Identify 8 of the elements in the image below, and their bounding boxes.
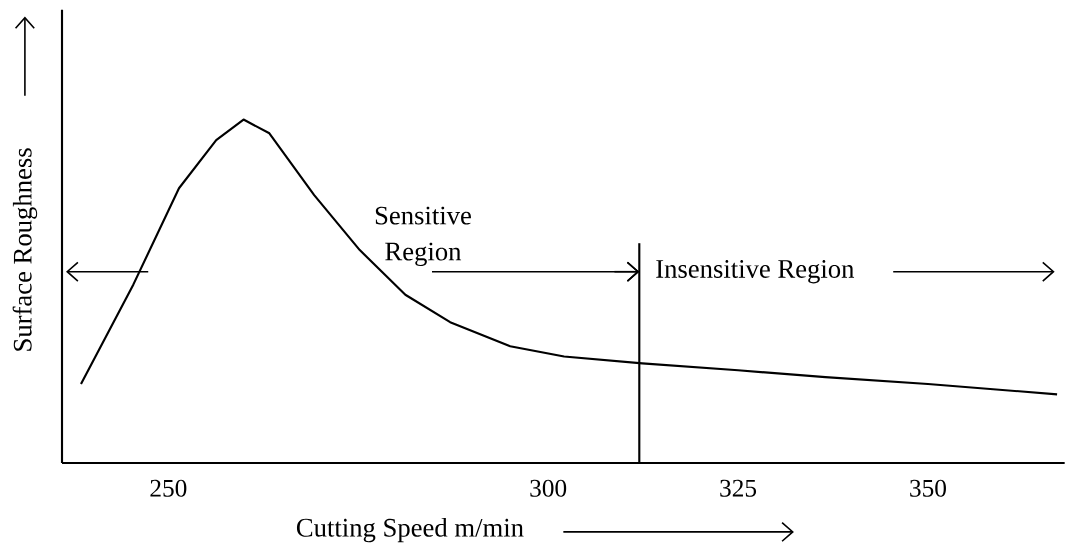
annotation: Insensitive Region: [656, 260, 855, 284]
y-axis-title: Surface Roughness: [12, 148, 38, 351]
x-tick-label: 325: [720, 479, 757, 497]
annotation: Sensitive Region: [375, 206, 471, 267]
x-axis-title: Cutting Speed m/min: [296, 517, 524, 543]
x-tick-label: 250: [150, 479, 187, 497]
x-tick-label: 350: [910, 479, 946, 497]
x-tick-label: 300: [530, 479, 567, 497]
